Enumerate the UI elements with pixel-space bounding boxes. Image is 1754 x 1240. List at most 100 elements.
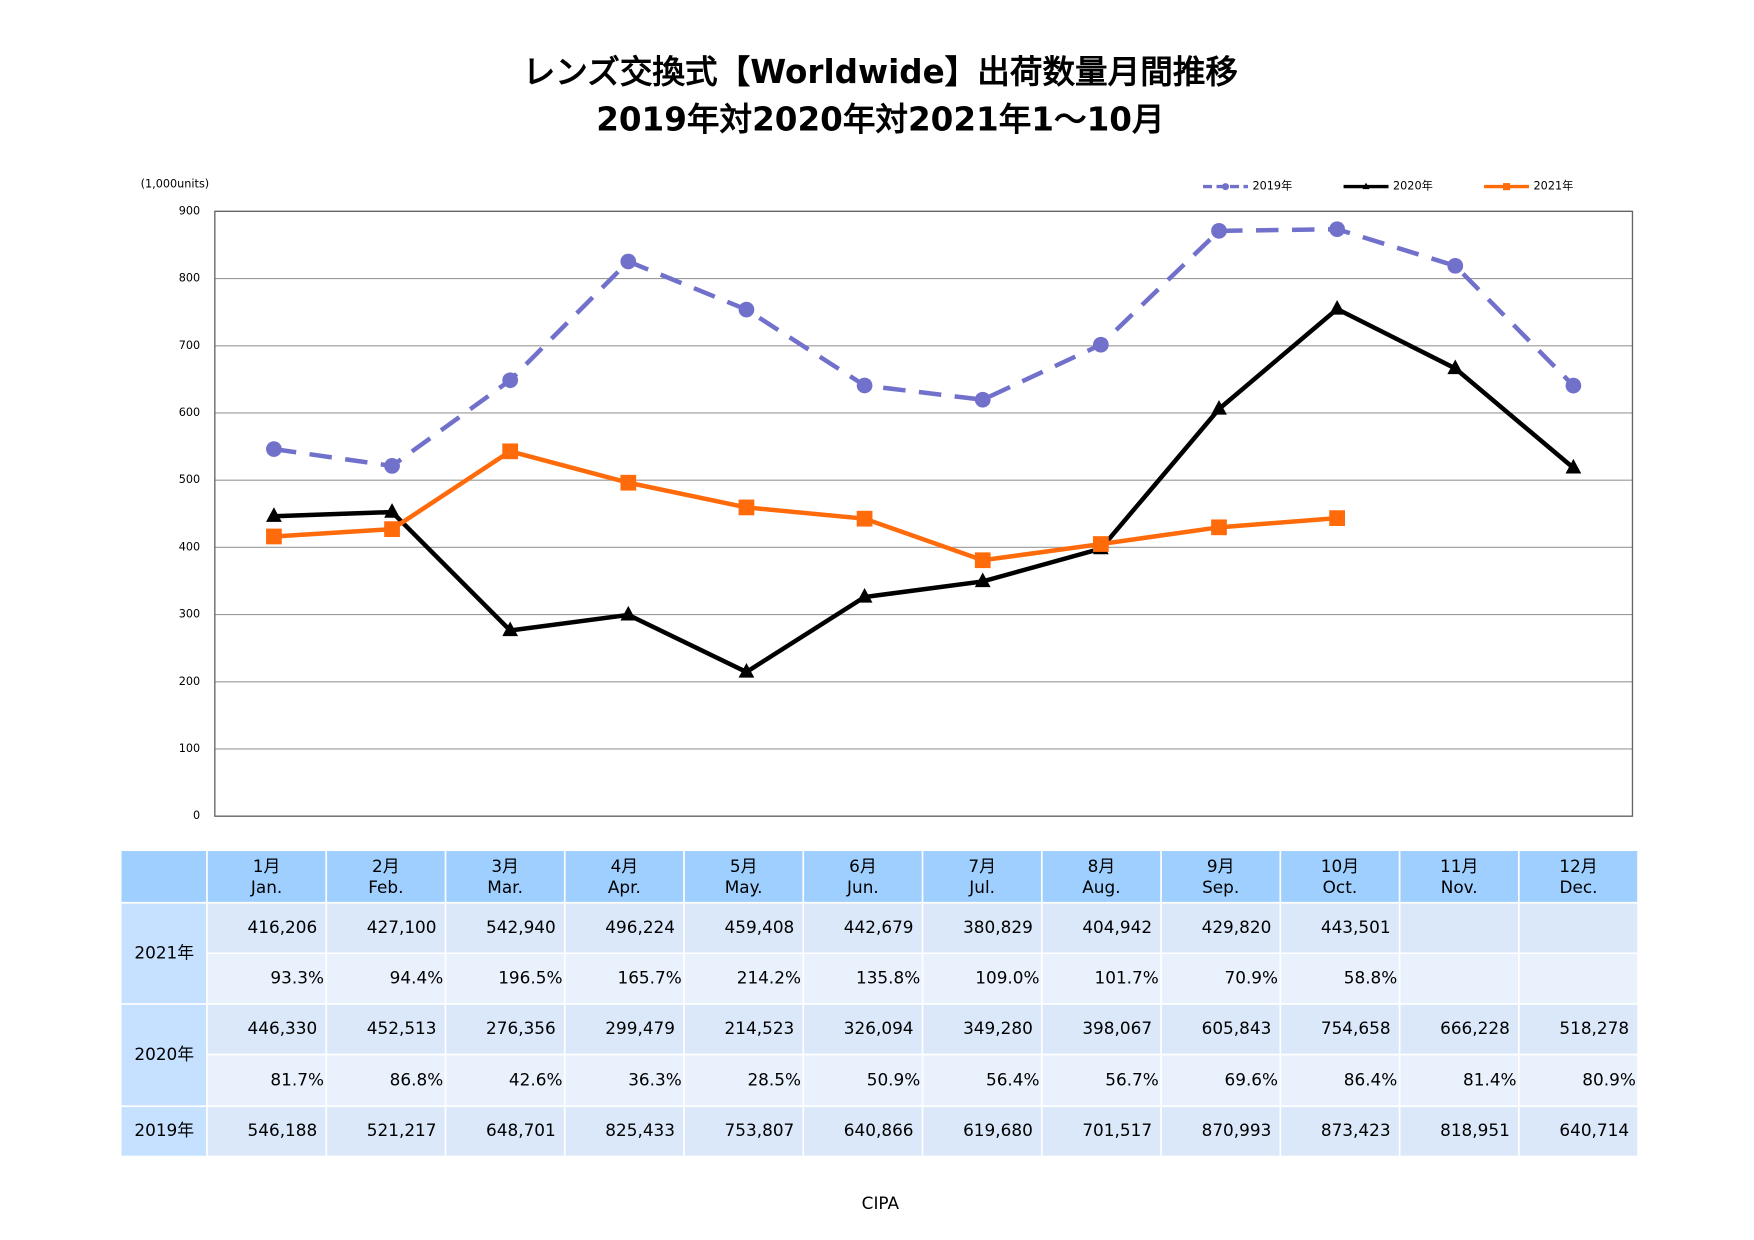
marker	[974, 552, 991, 569]
legend-label: 2020年	[1393, 179, 1433, 193]
table-ratio: 70.9%	[1224, 968, 1278, 988]
table-value: 753,807	[725, 1120, 795, 1140]
column-header-en: Oct.	[1323, 877, 1358, 897]
marker	[1447, 257, 1464, 274]
marker	[1211, 222, 1227, 239]
table-ratio: 86.8%	[390, 1069, 444, 1089]
marker	[738, 663, 755, 678]
y-tick-label: 900	[179, 204, 200, 217]
column-header-en: Jul.	[968, 877, 995, 897]
marker	[1329, 221, 1345, 238]
table-value: 452,513	[367, 1018, 437, 1038]
marker	[384, 503, 400, 518]
table-value: 640,714	[1559, 1120, 1629, 1140]
table-value: 427,100	[367, 917, 437, 937]
marker	[974, 572, 991, 588]
marker	[502, 621, 519, 637]
table-value: 326,094	[844, 1018, 914, 1038]
table-ratio: 214.2%	[737, 968, 801, 988]
column-header: 1月	[253, 856, 281, 876]
y-tick-label: 700	[179, 339, 200, 352]
table-ratio: 94.4%	[390, 968, 444, 988]
column-header: 10月	[1321, 856, 1359, 876]
table-value: 404,942	[1082, 917, 1152, 937]
table-ratio: 42.6%	[509, 1069, 563, 1089]
table-ratio: 93.3%	[270, 968, 324, 988]
y-tick-label: 500	[179, 473, 200, 486]
series-line	[273, 306, 1575, 675]
marker	[1447, 359, 1464, 375]
marker	[856, 377, 873, 394]
table-value: 605,843	[1202, 1018, 1272, 1038]
table-value: 870,993	[1202, 1120, 1272, 1140]
marker	[620, 474, 637, 491]
marker	[1211, 400, 1227, 415]
marker	[1565, 377, 1582, 394]
marker	[502, 443, 519, 460]
column-header: 11月	[1440, 856, 1478, 876]
table-value: 518,278	[1559, 1018, 1629, 1038]
table-value: 446,330	[248, 1018, 318, 1038]
table-ratio: 86.4%	[1344, 1069, 1398, 1089]
table-value: 873,423	[1321, 1120, 1391, 1140]
table-ratio: 101.7%	[1095, 968, 1159, 988]
table-value: 443,501	[1321, 917, 1391, 937]
row-label: 2021年	[134, 942, 194, 962]
source: CIPA	[862, 1193, 900, 1213]
y-tick-label: 800	[179, 272, 200, 285]
table-value: 542,940	[486, 917, 556, 937]
table-value: 818,951	[1440, 1120, 1510, 1140]
marker	[738, 301, 755, 318]
marker	[738, 499, 755, 516]
column-header-en: Apr.	[608, 877, 641, 897]
legend-marker	[1221, 183, 1230, 191]
table-ratio: 109.0%	[975, 968, 1039, 988]
marker	[856, 510, 873, 527]
marker	[1092, 336, 1109, 353]
table-ratio: 50.9%	[867, 1069, 921, 1089]
marker	[620, 253, 637, 270]
column-header-en: Sep.	[1202, 877, 1239, 897]
column-header-en: Dec.	[1559, 877, 1597, 897]
table-value: 825,433	[605, 1120, 675, 1140]
column-header-en: Nov.	[1441, 877, 1478, 897]
column-header: 2月	[372, 856, 400, 876]
marker	[1565, 458, 1582, 474]
column-header: 8月	[1088, 856, 1116, 876]
table-ratio: 69.6%	[1224, 1069, 1278, 1089]
series-line	[273, 226, 1576, 469]
table-value: 648,701	[486, 1120, 556, 1140]
table-value: 701,517	[1082, 1120, 1152, 1140]
table-value: 546,188	[248, 1120, 318, 1140]
row-label-bg	[121, 1003, 207, 1107]
table-value: 299,479	[605, 1018, 675, 1038]
table-value: 398,067	[1082, 1018, 1152, 1038]
column-header: 5月	[730, 856, 758, 876]
column-header-en: Aug.	[1082, 877, 1120, 897]
y-tick-label: 100	[179, 742, 200, 755]
legend-marker	[1362, 182, 1370, 190]
legend-label: 2019年	[1252, 179, 1292, 193]
table-ratio: 165.7%	[617, 968, 681, 988]
table-ratio: 36.3%	[628, 1069, 682, 1089]
table-ratio: 81.4%	[1463, 1069, 1517, 1089]
marker	[502, 372, 519, 389]
column-header-en: Jan.	[250, 877, 282, 897]
marker	[266, 528, 282, 545]
column-header-en: Feb.	[368, 877, 403, 897]
marker	[266, 441, 282, 457]
table-ratio: 56.7%	[1105, 1069, 1159, 1089]
table-value: 640,866	[844, 1120, 914, 1140]
row-label: 2020年	[134, 1044, 194, 1064]
marker	[974, 391, 991, 408]
table-value: 521,217	[367, 1120, 437, 1140]
marker	[1329, 510, 1345, 526]
legend-marker	[1503, 183, 1511, 191]
column-header: 4月	[611, 856, 639, 876]
y-axis-label: (1,000units)	[141, 177, 210, 190]
marker	[856, 588, 873, 603]
table-value: 380,829	[963, 917, 1033, 937]
y-tick-label: 200	[179, 675, 200, 688]
column-header: 6月	[849, 856, 877, 876]
